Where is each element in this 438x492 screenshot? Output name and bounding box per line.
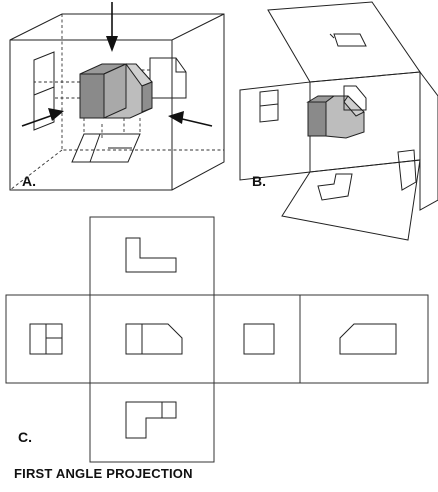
right-side-view-box bbox=[213, 294, 301, 384]
figure-c-projection-layout bbox=[5, 216, 429, 463]
figure-a-glass-box bbox=[9, 2, 225, 191]
plan-view-shape bbox=[125, 237, 177, 273]
bottom-view-shape bbox=[125, 401, 177, 439]
figure-label-c: C. bbox=[18, 429, 32, 445]
right-side-view-shape bbox=[243, 323, 275, 355]
bottom-view-box bbox=[89, 382, 215, 463]
plan-view-box bbox=[89, 216, 215, 296]
figure-b-unfolding-box bbox=[239, 1, 438, 241]
rear-view-shape bbox=[339, 323, 397, 355]
left-side-view-shape bbox=[29, 323, 63, 355]
front-view-box bbox=[89, 294, 215, 384]
figure-caption: FIRST ANGLE PROJECTION bbox=[14, 466, 193, 481]
figure-label-a: A. bbox=[22, 173, 36, 189]
rear-view-box bbox=[299, 294, 429, 384]
front-view-shape bbox=[125, 323, 183, 355]
left-side-view-box bbox=[5, 294, 91, 384]
figure-label-b: B. bbox=[252, 173, 266, 189]
